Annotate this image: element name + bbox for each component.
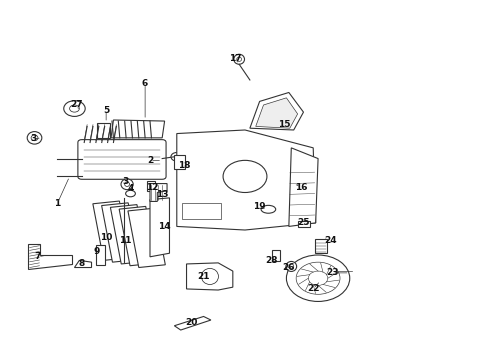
Circle shape	[296, 262, 340, 294]
Text: 3: 3	[122, 177, 129, 186]
Text: 6: 6	[142, 79, 148, 88]
Ellipse shape	[289, 264, 294, 269]
Polygon shape	[150, 198, 170, 257]
Text: 27: 27	[71, 100, 83, 109]
Bar	[315, 239, 327, 253]
Text: 16: 16	[295, 183, 307, 192]
Polygon shape	[74, 260, 92, 267]
Bar	[110, 204, 148, 264]
Text: 19: 19	[253, 202, 266, 211]
Text: 10: 10	[100, 233, 112, 242]
Text: 4: 4	[127, 184, 134, 193]
Circle shape	[223, 160, 267, 193]
Text: 20: 20	[185, 318, 197, 327]
Ellipse shape	[125, 190, 135, 197]
Circle shape	[70, 105, 79, 112]
Bar	[97, 246, 105, 265]
Ellipse shape	[31, 135, 38, 141]
Text: 23: 23	[326, 268, 339, 277]
Circle shape	[287, 255, 350, 301]
Ellipse shape	[237, 57, 242, 62]
Text: 3: 3	[30, 134, 36, 143]
Text: 7: 7	[35, 252, 41, 261]
Polygon shape	[177, 130, 316, 230]
Bar	[297, 221, 310, 227]
Polygon shape	[289, 148, 318, 226]
Bar	[101, 203, 139, 262]
Polygon shape	[111, 120, 165, 138]
Text: 17: 17	[229, 54, 242, 63]
Text: 21: 21	[197, 272, 210, 281]
Ellipse shape	[261, 205, 276, 213]
Text: 22: 22	[307, 284, 319, 293]
Ellipse shape	[124, 182, 129, 186]
Ellipse shape	[201, 269, 219, 284]
Text: 15: 15	[278, 120, 290, 129]
Polygon shape	[256, 98, 297, 128]
Text: 2: 2	[147, 156, 153, 165]
FancyBboxPatch shape	[78, 140, 166, 179]
Ellipse shape	[234, 54, 245, 64]
Bar	[93, 201, 130, 260]
Bar	[272, 250, 280, 261]
Bar	[174, 155, 185, 169]
Text: 8: 8	[79, 260, 85, 269]
Text: 18: 18	[178, 161, 190, 170]
Bar	[182, 203, 220, 219]
Text: 12: 12	[146, 183, 159, 192]
Text: 5: 5	[103, 106, 109, 115]
Polygon shape	[28, 244, 72, 269]
Text: 25: 25	[297, 219, 310, 228]
Circle shape	[64, 101, 85, 116]
Polygon shape	[187, 263, 233, 290]
Text: 24: 24	[324, 236, 337, 245]
Text: 14: 14	[158, 222, 171, 231]
Circle shape	[171, 153, 183, 161]
Polygon shape	[150, 184, 167, 202]
Polygon shape	[250, 93, 303, 130]
Text: 13: 13	[156, 190, 169, 199]
Bar	[119, 206, 156, 266]
Ellipse shape	[121, 179, 133, 190]
Bar	[98, 123, 110, 138]
Bar	[128, 208, 165, 267]
Circle shape	[308, 271, 328, 285]
Text: 26: 26	[283, 263, 295, 272]
Text: 28: 28	[266, 256, 278, 265]
Text: 9: 9	[93, 247, 99, 256]
Text: 1: 1	[54, 199, 61, 208]
Ellipse shape	[286, 261, 296, 271]
Bar	[147, 181, 155, 192]
Ellipse shape	[27, 132, 42, 144]
Text: 11: 11	[120, 236, 132, 245]
Polygon shape	[174, 316, 211, 330]
